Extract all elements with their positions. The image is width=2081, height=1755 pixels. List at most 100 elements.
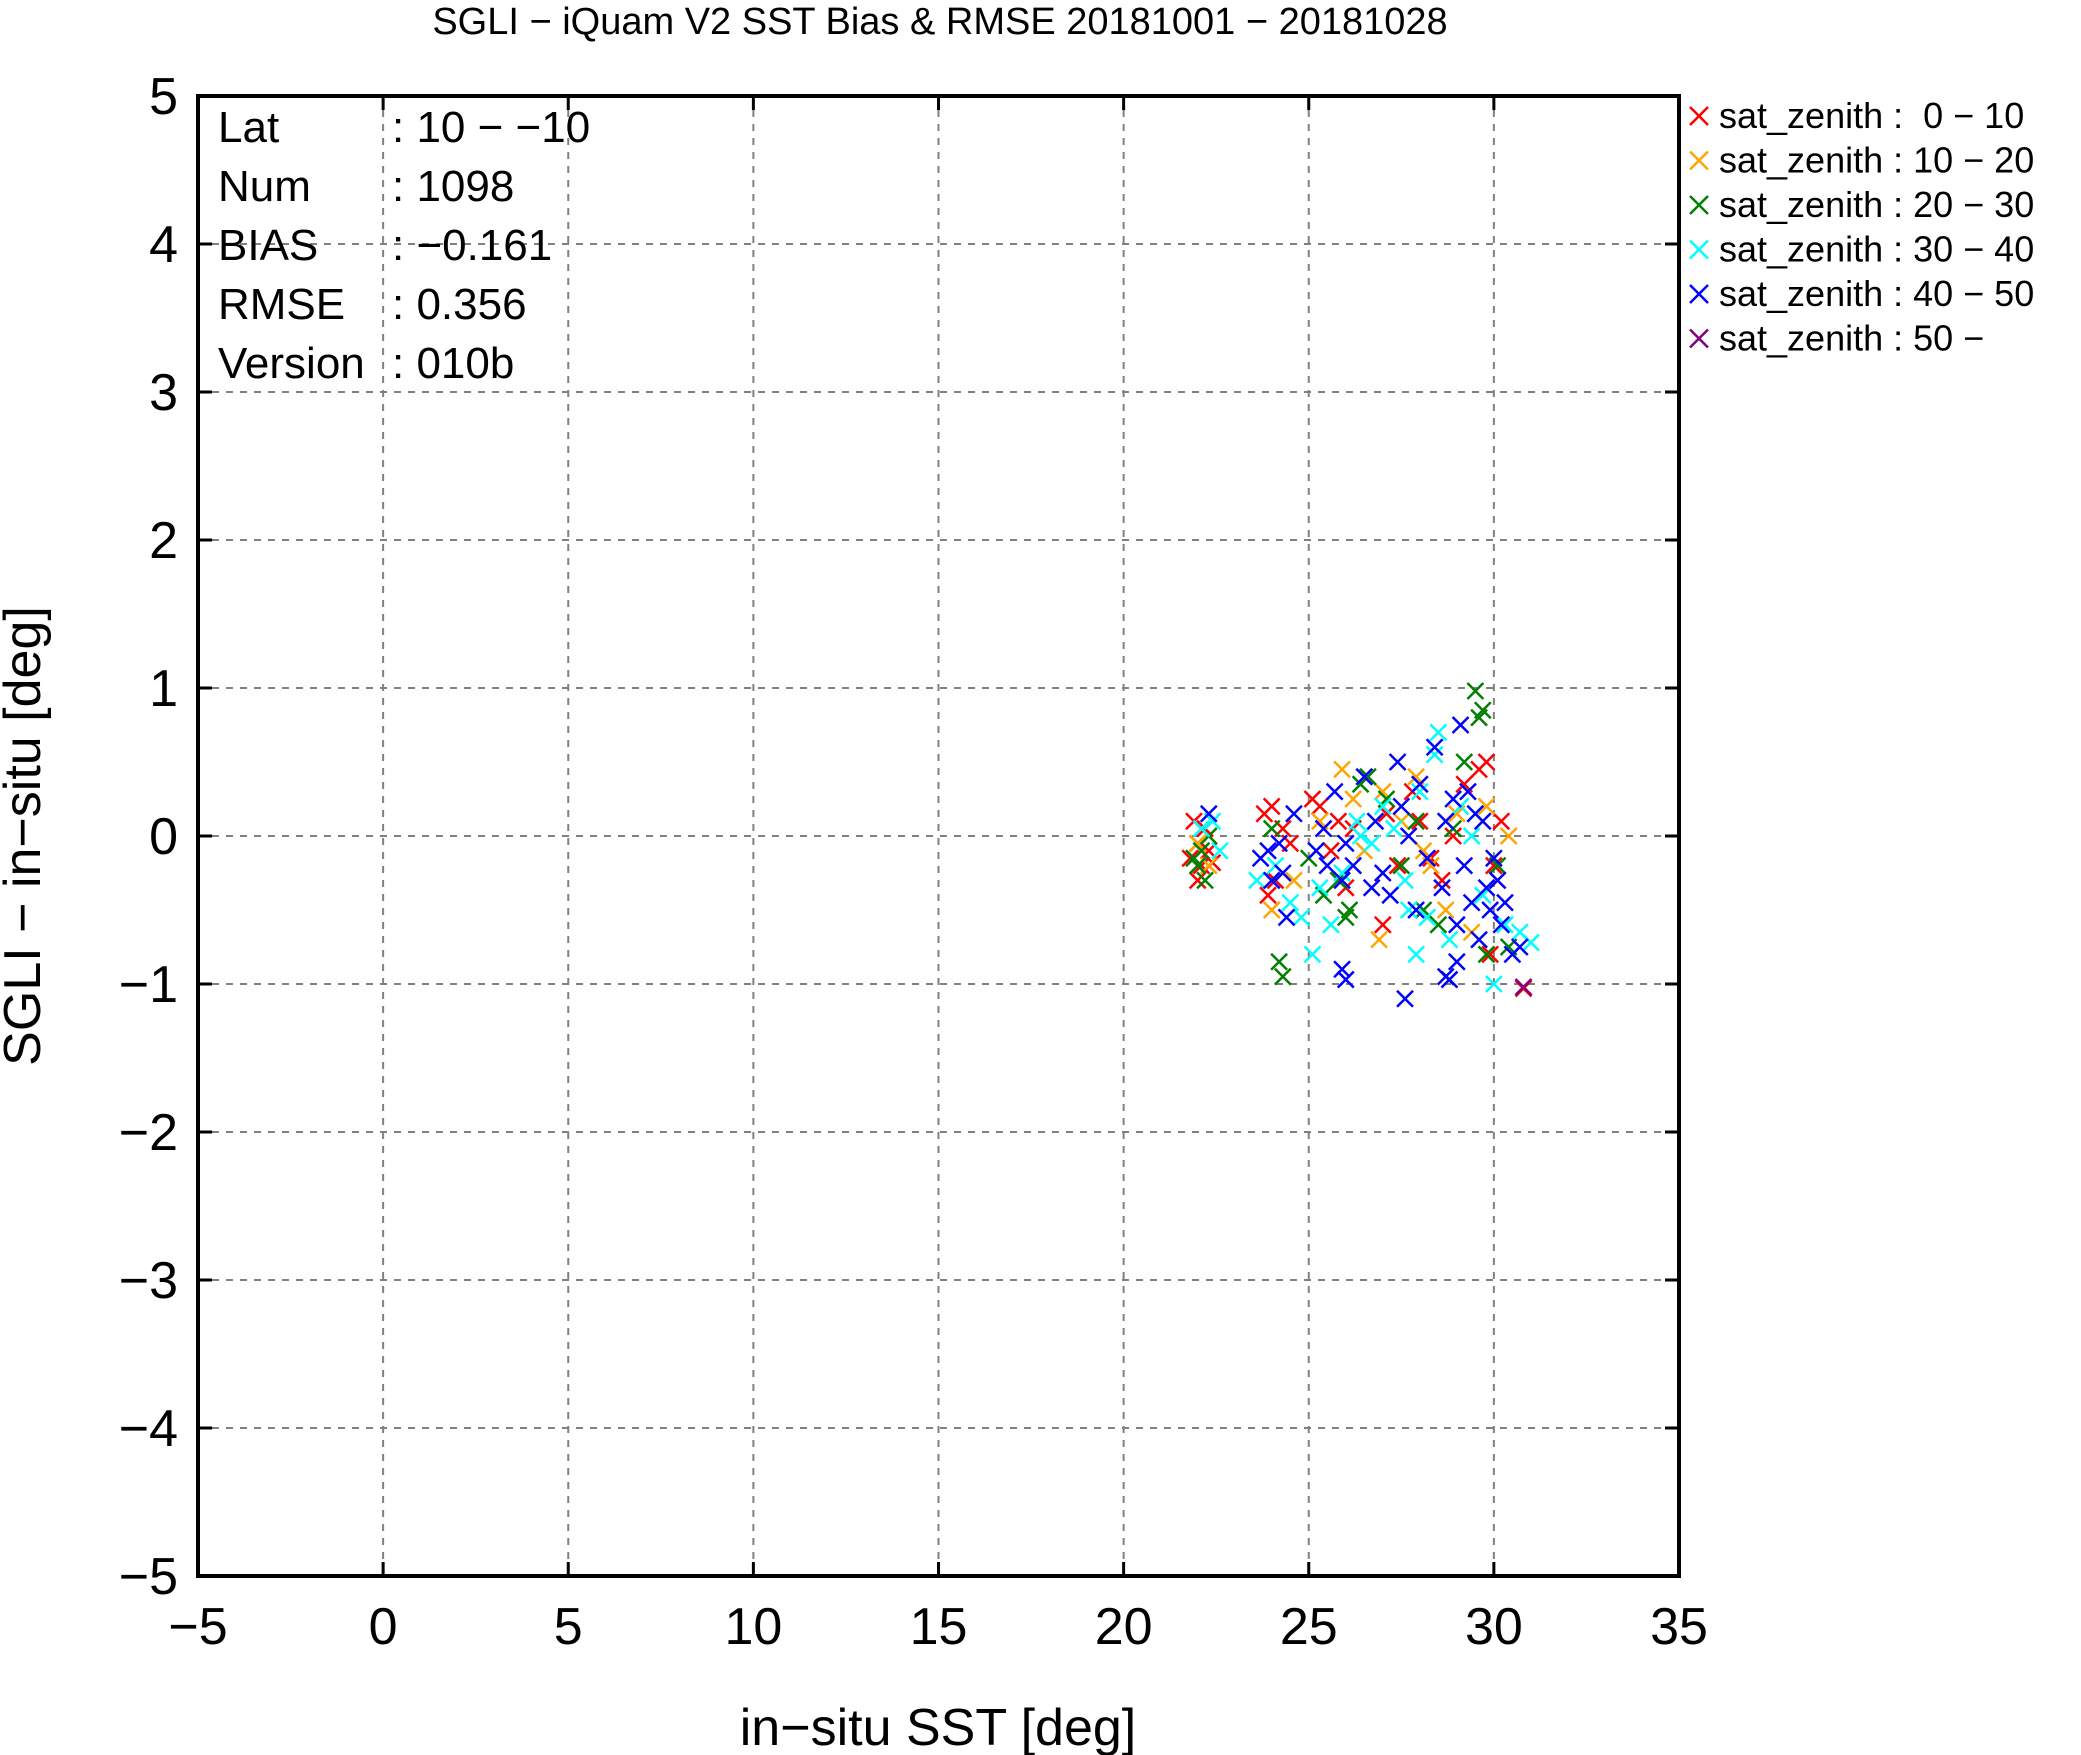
data-point [1433,878,1451,897]
y-tick-label: 2 [149,512,178,570]
data-point [1329,812,1348,831]
stats-key: BIAS [218,221,318,270]
data-point [1285,804,1303,823]
data-point [1388,753,1407,771]
data-point [1344,856,1363,875]
data-point [1199,804,1218,823]
data-point [1436,812,1455,831]
data-point [1259,841,1277,860]
data-point [1436,901,1455,919]
data-point [1396,989,1414,1008]
data-point [1477,878,1496,897]
data-point [1477,945,1496,964]
stats-value: : 0.356 [392,280,527,329]
data-point [1292,908,1311,927]
data-point [1410,782,1429,801]
data-point [1270,952,1289,971]
data-point [1488,871,1507,890]
data-point [1481,945,1500,964]
data-point [1473,701,1492,720]
data-point [1484,975,1503,993]
data-point [1425,745,1444,764]
x-tick-label: 15 [910,1598,968,1656]
x-tick-label: −5 [168,1598,227,1656]
data-point [1462,893,1481,912]
data-point [1492,915,1511,934]
data-point [1444,827,1463,845]
data-point [1429,723,1448,742]
stats-box: Lat: 10 − −10 Num: 1098 BIAS: −0.161 RMSE: … [218,103,590,388]
data-point [1373,864,1392,882]
data-point [1259,886,1277,905]
stats-key: Version [218,339,365,388]
chart-title: SGLI − iQuam V2 SST Bias & RMSE 20181001… [432,1,1447,43]
data-point [1436,967,1455,986]
x-tick-label: 35 [1650,1598,1708,1656]
data-point [1447,952,1466,971]
legend-marker [1689,284,1709,304]
data-point [1355,767,1374,786]
data-point [1336,970,1355,989]
data-point [1381,886,1400,905]
y-tick-label: −4 [119,1400,178,1458]
data-point [1392,797,1411,816]
data-point [1451,716,1470,734]
data-point [1277,908,1296,927]
data-point [1459,782,1477,801]
y-tick-label: 4 [149,216,178,274]
data-point [1366,812,1385,831]
data-point [1470,930,1488,949]
legend-label: sat_zenith : 50 − [1719,318,1984,359]
y-tick-label: −2 [119,1104,178,1162]
data-point [1455,753,1474,771]
legend-label: sat_zenith : 30 − 40 [1719,229,2034,270]
x-tick-label: 10 [724,1598,782,1656]
data-point [1514,978,1533,996]
data-point [1270,834,1289,853]
data-point [1484,849,1503,868]
data-point [1273,864,1292,882]
legend-marker [1689,239,1709,260]
y-tick-label: −3 [119,1252,178,1310]
data-point [1410,775,1429,794]
data-point [1499,827,1518,845]
gridlines [198,96,1679,1576]
stats-key: Num [218,162,311,211]
data-point [1362,878,1381,897]
data-point [1481,901,1500,919]
data-point [1273,967,1292,986]
data-point [1262,901,1281,919]
data-point [1359,767,1377,786]
data-point [1325,782,1344,801]
data-point [1407,812,1426,831]
data-point [1473,812,1492,831]
data-point [1385,819,1403,838]
data-point [1496,893,1514,912]
x-tick-label: 5 [554,1598,583,1656]
data-point [1333,960,1351,979]
data-point [1333,864,1351,882]
data-point [1333,760,1351,779]
data-point [1351,827,1370,845]
data-point [1462,827,1481,845]
stats-value: : 1098 [392,162,514,211]
data-point [1336,908,1355,927]
data-point [1310,797,1329,816]
data-point [1310,878,1329,897]
data-point [1303,945,1322,964]
data-point [1188,871,1207,890]
legend-marker [1689,106,1709,126]
data-point [1392,856,1411,875]
data-point [1285,871,1303,890]
x-tick-label: 30 [1465,1598,1523,1656]
data-point [1433,871,1451,890]
data-point [1407,901,1426,919]
x-tick-label: 25 [1280,1598,1338,1656]
data-point [1466,682,1485,700]
legend-marker [1689,195,1709,215]
x-tick-label: 0 [369,1598,398,1656]
data-point [1418,908,1437,927]
data-point [1373,915,1392,934]
